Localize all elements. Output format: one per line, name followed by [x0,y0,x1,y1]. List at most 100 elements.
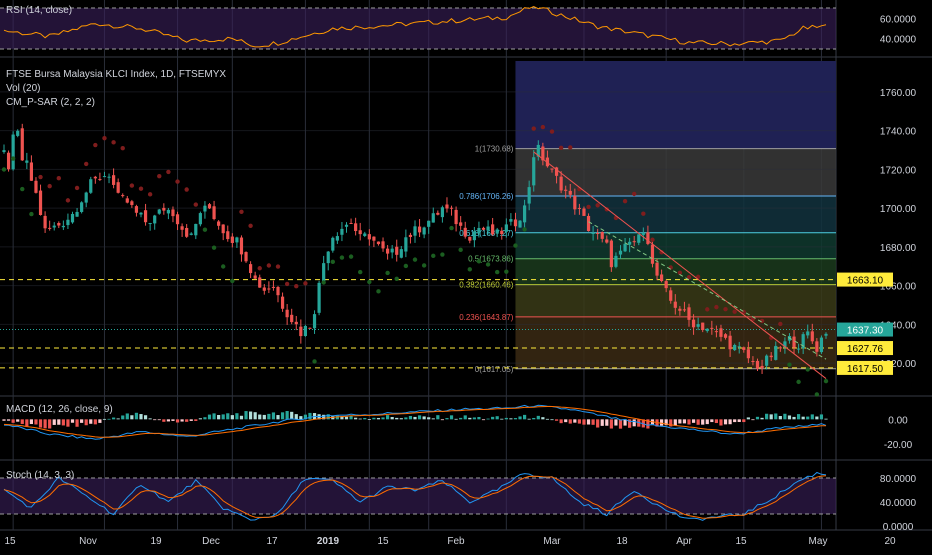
macd-histogram-bar [285,411,289,420]
candle [632,235,636,247]
candle [806,324,810,339]
macd-histogram-bar [235,413,239,420]
candle [746,341,750,364]
macd-histogram-bar [349,415,353,420]
macd-histogram-bar [390,417,394,420]
candle [431,207,435,223]
macd-histogram-bar [696,419,700,425]
macd-histogram-bar [600,419,604,426]
price-tick-label: 1640.00 [880,320,917,331]
candle [6,150,11,172]
time-axis-label: 20 [884,536,896,547]
candle-body [175,214,180,225]
psar-dot [230,278,235,284]
psar-dot [549,129,555,134]
candle-body [454,209,458,225]
psar-dot [93,142,98,148]
macd-histogram-bar [2,419,6,421]
candle [207,202,212,210]
candle [11,131,15,171]
psar-dot [641,211,646,216]
candle-body [810,331,814,342]
macd-histogram-bar [335,415,339,420]
candle [89,176,93,194]
psar-dot [65,198,71,203]
psar-dot [476,259,482,264]
candle [134,204,139,217]
candle-body [52,225,56,228]
candle [404,229,408,258]
candle [262,284,266,295]
candle [185,224,189,238]
candle-body [710,327,714,329]
candle-body [386,248,390,254]
candle-body [577,207,581,209]
candle [673,294,677,315]
candle-body [436,212,440,215]
macd-histogram-bar [226,413,230,420]
candle-body [125,198,129,203]
price-chart-title: FTSE Bursa Malaysia KLCI Index, 1D, FTSE… [6,69,226,80]
fib-label: 0.5(1673.86) [468,255,514,264]
candle [112,168,116,189]
candle-body [363,233,367,236]
macd-histogram-bar [340,416,344,420]
fib-label: 0(1617.05) [475,365,514,374]
macd-line [3,404,827,440]
candle [239,235,244,262]
candle [34,177,38,194]
candle [290,308,294,325]
candle [427,220,431,234]
candle [459,216,463,230]
candle-body [134,206,139,213]
macd-histogram-bar [381,417,385,420]
candle [801,332,805,355]
macd-histogram-bar [203,417,207,420]
psar-dot [568,145,573,150]
candle-body [564,189,568,191]
candle [29,155,33,181]
macd-histogram-bar [244,411,248,420]
psar-dot [805,367,810,372]
rsi-band [0,8,836,49]
psar-dot [29,211,34,217]
macd-histogram-bar [536,415,540,420]
macd-histogram-bar [559,419,563,424]
candle-body [559,176,563,191]
candle [449,205,454,216]
psar-dot [778,321,783,327]
candle [614,252,618,269]
candle [518,220,522,228]
candle-body [532,157,536,186]
candle [733,343,737,351]
macd-histogram-bar [139,414,143,420]
candle-body [102,176,107,178]
macd-histogram-bar [175,419,180,423]
candle-body [824,333,828,336]
macd-histogram-bar [239,415,244,420]
candle-body [340,228,344,235]
candle [299,319,303,344]
candle [198,211,202,227]
macd-histogram-bar [11,419,15,423]
time-axis-label: 15 [735,536,747,547]
macd-histogram-bar [143,415,148,420]
psar-dot [632,191,637,197]
psar-dot [358,269,363,275]
psar-dot [84,161,89,167]
candle-body [98,178,102,180]
candle-body [38,190,43,216]
candle [235,236,239,248]
psar-dot [814,392,820,397]
candle [660,269,664,283]
volume-indicator-label: Vol (20) [6,83,40,94]
candle [84,191,88,208]
psar-dot [56,176,61,181]
candle [125,195,129,204]
candle [267,281,271,294]
psar-dot [138,186,144,191]
macd-histogram-bar [504,417,508,420]
candle-body [600,232,604,239]
